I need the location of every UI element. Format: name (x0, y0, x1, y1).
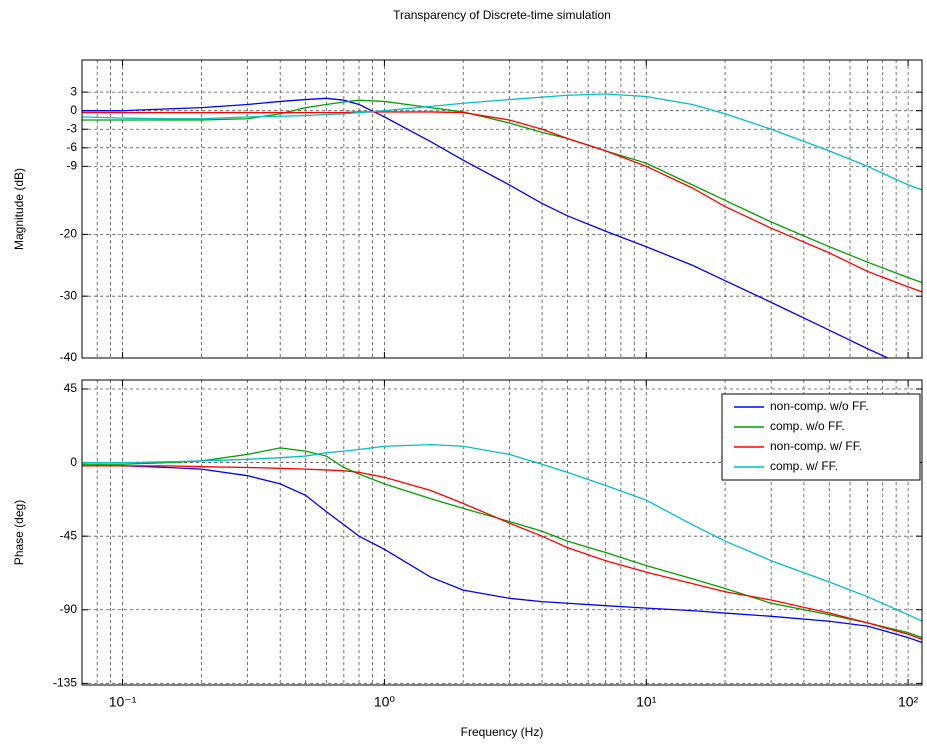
legend-box (721, 393, 921, 481)
series-line (82, 443, 922, 622)
legend-label: comp. w/o FF. (770, 419, 845, 433)
legend-label: comp. w/ FF. (770, 459, 838, 473)
legend-label: non-comp. w/ FF. (770, 439, 862, 453)
axes-frame (81, 379, 923, 686)
x-tick-label: 10¹ (636, 694, 657, 710)
y-tick-label: -9 (66, 159, 77, 173)
axes-frame (81, 59, 923, 359)
chart-title: Transparency of Discrete-time simulation (393, 8, 611, 22)
y-tick-label: -40 (60, 350, 78, 364)
series-line (82, 465, 922, 644)
series-line (82, 97, 890, 358)
legend-label: non-comp. w/o FF. (770, 399, 869, 413)
y-tick-label: -45 (60, 528, 78, 542)
series-line (82, 465, 922, 640)
y-tick-label: 3 (70, 84, 77, 98)
series-line (82, 447, 922, 639)
y-axis-label: Magnitude (dB) (12, 168, 26, 250)
x-tick-label: 10² (898, 694, 919, 710)
y-tick-label: -30 (60, 288, 78, 302)
y-tick-label: 0 (70, 455, 77, 469)
plot-area (82, 93, 922, 358)
y-tick-label: -90 (60, 602, 78, 616)
series-line (82, 111, 922, 293)
y-tick-label: -3 (66, 121, 77, 135)
series-line (82, 93, 922, 191)
x-tick-label: 10⁻¹ (109, 694, 137, 710)
y-tick-label: 45 (64, 381, 78, 395)
y-tick-label: -6 (66, 140, 77, 154)
y-tick-label: 0 (70, 103, 77, 117)
y-axis-label: Phase (deg) (12, 500, 26, 565)
y-tick-label: -135 (53, 676, 77, 690)
plot-area (82, 443, 922, 644)
y-tick-label: -20 (60, 227, 78, 241)
x-axis-label: Frequency (Hz) (461, 725, 544, 739)
x-tick-label: 10⁰ (374, 694, 396, 710)
